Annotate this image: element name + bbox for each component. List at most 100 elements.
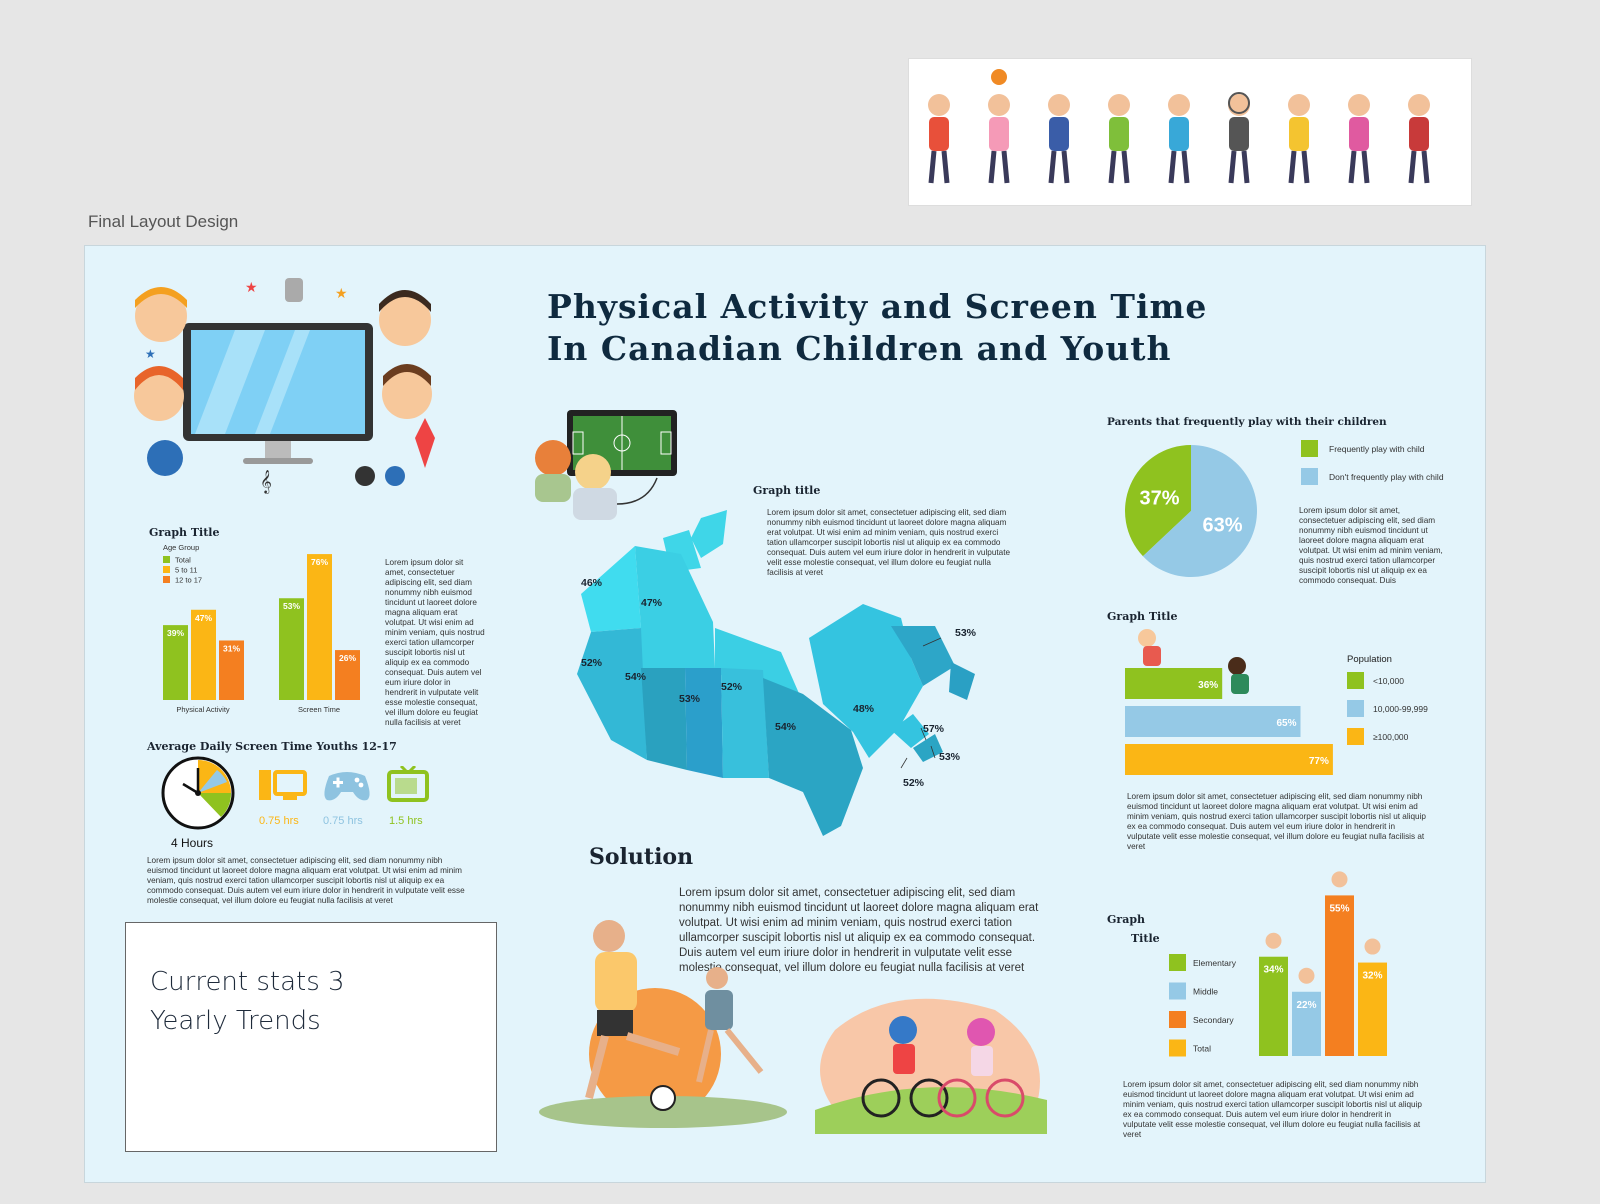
- population-legend-swatch: [1347, 728, 1364, 745]
- school-legend-label: Secondary: [1193, 1015, 1234, 1025]
- population-bar[interactable]: [1125, 744, 1333, 775]
- pie-slice-label: 63%: [1202, 515, 1242, 537]
- kid-head-icon: [1348, 94, 1370, 116]
- kid-leg-icon: [1168, 150, 1177, 184]
- age-bar[interactable]: [307, 554, 332, 700]
- title-line-1: Physical Activity and Screen Time: [547, 287, 1208, 326]
- region-new-brunswick[interactable]: [891, 714, 929, 748]
- age-legend-swatch: [163, 566, 170, 573]
- age-legend-swatch: [163, 576, 170, 583]
- school-bar[interactable]: [1358, 962, 1387, 1056]
- age-bar[interactable]: [279, 598, 304, 700]
- population-chart-title: Graph Title: [1107, 610, 1178, 623]
- region-newfoundland[interactable]: [949, 662, 975, 700]
- map-region-label: 54%: [625, 671, 647, 683]
- map-region-label: 52%: [581, 657, 603, 669]
- region-nwt[interactable]: [635, 546, 715, 668]
- map-region-label: 47%: [641, 597, 663, 609]
- svg-text:𝄞: 𝄞: [260, 471, 272, 494]
- school-legend-swatch: [1169, 982, 1186, 1000]
- school-legend-label: Middle: [1193, 987, 1218, 997]
- map-region-label: 52%: [721, 681, 743, 693]
- school-bar[interactable]: [1292, 991, 1321, 1056]
- population-description: Lorem ipsum dolor sit amet, consectetuer…: [1127, 792, 1426, 851]
- age-bar[interactable]: [163, 625, 188, 700]
- pie-slice[interactable]: [1125, 445, 1191, 557]
- kid-leg-icon: [1288, 150, 1297, 184]
- solution-title: Solution: [589, 844, 694, 870]
- pie-legend-label: Frequently play with child: [1329, 444, 1425, 454]
- kid-body-icon: [1229, 117, 1249, 151]
- school-level-bar-chart[interactable]: Elementary Middle Secondary Total 34% 22% 55%…: [1169, 860, 1469, 1074]
- kids-gaming-illustration: [535, 410, 677, 520]
- region-alberta[interactable]: [641, 668, 687, 770]
- population-bar[interactable]: [1125, 668, 1223, 699]
- child-figure-icon: [1138, 629, 1156, 647]
- age-bar-label: 26%: [339, 653, 356, 663]
- age-bar[interactable]: [335, 650, 360, 700]
- age-bar[interactable]: [191, 609, 216, 700]
- pie-legend-swatch: [1301, 440, 1318, 457]
- kid-head-icon: [1048, 94, 1070, 116]
- region-quebec[interactable]: [809, 604, 923, 758]
- kid-leg-icon: [1001, 150, 1010, 184]
- kid-body-icon: [929, 117, 949, 151]
- kid-body-icon: [1289, 117, 1309, 151]
- age-bar[interactable]: [219, 640, 244, 700]
- screen-time-title: Average Daily Screen Time Youths 12-17: [147, 740, 397, 753]
- region-ontario[interactable]: [763, 678, 863, 836]
- kid-leg-icon: [1228, 150, 1237, 184]
- region-nova-scotia[interactable]: [913, 734, 943, 762]
- age-bar-label: 31%: [223, 643, 240, 653]
- computer-icon: [259, 770, 307, 800]
- age-legend-label: 12 to 17: [175, 576, 202, 585]
- school-title-line-1: Graph: [1107, 913, 1146, 926]
- child-head-icon: [1265, 932, 1282, 949]
- kid-leg-icon: [1181, 150, 1190, 184]
- population-bar[interactable]: [1125, 706, 1301, 737]
- title-line-2: In Canadian Children and Youth: [547, 329, 1172, 368]
- pie-legend-label: Don't frequently play with child: [1329, 472, 1444, 482]
- school-legend-label: Elementary: [1193, 958, 1237, 968]
- kid-leg-icon: [941, 150, 950, 184]
- kid-leg-icon: [988, 150, 997, 184]
- kids-figures-graphic: [928, 69, 1430, 184]
- region-bc[interactable]: [577, 628, 647, 760]
- kid-head-icon: [1288, 94, 1310, 116]
- kid-body-icon: [1109, 117, 1129, 151]
- canada-map[interactable]: 46% 47% 52% 54% 53% 52% 54% 48% 53% 57% 53% 52%: [551, 508, 991, 842]
- parents-pie-chart[interactable]: 37% 63% Frequently play with child Don't f…: [1107, 436, 1467, 582]
- age-legend-title: Age Group: [163, 543, 199, 552]
- school-bar-label: 32%: [1362, 971, 1382, 982]
- region-yukon[interactable]: [581, 546, 641, 632]
- clock-icon: [161, 756, 235, 830]
- school-bar[interactable]: [1259, 956, 1288, 1056]
- basketball-icon: [991, 69, 1007, 85]
- population-legend-label: ≥100,000: [1373, 732, 1409, 742]
- infographic-board[interactable]: ★ ★ ★ 𝄞 Physical Activity and Screen Tim…: [84, 245, 1486, 1183]
- running-family-illustration: [539, 920, 787, 1128]
- region-manitoba[interactable]: [721, 668, 769, 778]
- frame-label: Final Layout Design: [88, 212, 239, 231]
- map-region-label: 53%: [679, 693, 701, 705]
- pie-slice[interactable]: [1142, 445, 1257, 577]
- region-saskatchewan[interactable]: [685, 668, 723, 778]
- map-description: Lorem ipsum dolor sit amet, consectetuer…: [767, 508, 1011, 577]
- age-chart-description: Lorem ipsum dolor sit amet, consectetuer…: [385, 558, 485, 727]
- pie-slice-label: 37%: [1139, 487, 1179, 509]
- age-bar-label: 39%: [167, 628, 184, 638]
- age-category-label: Screen Time: [298, 705, 340, 714]
- region-labrador[interactable]: [891, 626, 955, 686]
- parents-description: Lorem ipsum dolor sit amet, consectetuer…: [1299, 506, 1443, 585]
- kid-leg-icon: [1241, 150, 1250, 184]
- current-stats-box[interactable]: Current stats 3 Yearly Trends: [125, 922, 497, 1152]
- population-bar-chart[interactable]: 36% 65% 77% Population <10,000 10,000-99,99…: [1107, 626, 1467, 788]
- map-region-label: 48%: [853, 703, 875, 715]
- screen-devices: 0.75 hrs 0.75 hrs 1.5 hrs: [259, 766, 429, 827]
- kids-activities-illustration[interactable]: [908, 58, 1472, 206]
- school-legend-label: Total: [1193, 1044, 1211, 1054]
- population-bar-label: 36%: [1198, 680, 1218, 691]
- map-region-label: 46%: [581, 577, 603, 589]
- school-bar[interactable]: [1325, 895, 1354, 1056]
